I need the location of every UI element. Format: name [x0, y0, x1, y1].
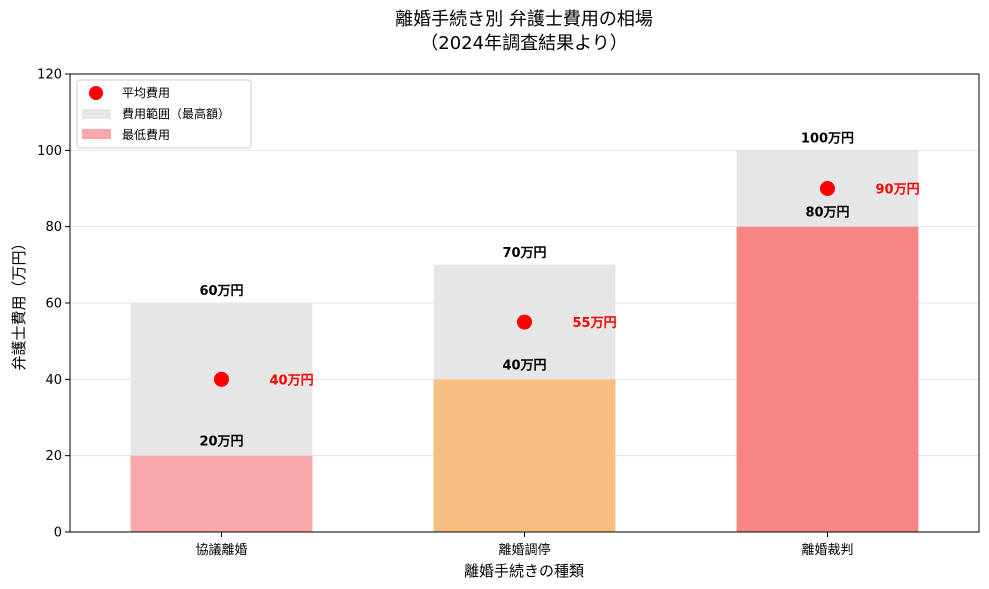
legend-marker-minimum	[82, 129, 111, 139]
legend-marker-range	[82, 109, 111, 119]
y-tick-label: 20	[45, 449, 62, 464]
max-value-label: 100万円	[801, 131, 854, 146]
x-tick-label: 協議離婚	[195, 543, 247, 558]
y-axis-label: 弁護士費用（万円）	[10, 235, 28, 370]
minimum-bar	[433, 379, 616, 532]
legend-marker-average	[89, 86, 103, 100]
y-tick-label: 0	[54, 526, 62, 541]
x-axis: 協議離婚 離婚調停 離婚裁判	[195, 532, 854, 558]
min-value-label: 20万円	[199, 435, 243, 450]
y-tick-label: 100	[37, 144, 62, 159]
legend-label-range: 費用範囲（最高額）	[122, 106, 230, 121]
average-point	[820, 181, 835, 196]
y-tick-label: 120	[37, 68, 62, 83]
x-tick-label: 離婚裁判	[801, 542, 853, 558]
minimum-bar	[130, 455, 313, 532]
legend-label-minimum: 最低費用	[122, 127, 170, 142]
data-labels: 60万円 20万円 40万円 70万円 40万円 55万円 100万円 80万円 90万円	[199, 131, 919, 449]
average-value-label: 40万円	[270, 373, 314, 388]
average-value-label: 90万円	[876, 183, 920, 198]
average-points	[214, 181, 835, 387]
y-tick-label: 80	[45, 220, 62, 235]
chart-title-line-1: 離婚手続き別 弁護士費用の相場	[395, 9, 653, 30]
chart-title-line-2: （2024年調査結果より）	[420, 33, 627, 54]
y-axis: 0 20 40 60 80 100 120	[37, 68, 70, 541]
y-tick-label: 60	[45, 297, 62, 312]
minimum-bar	[736, 226, 919, 532]
average-point	[517, 314, 532, 330]
min-value-label: 80万円	[805, 206, 849, 221]
max-value-label: 70万円	[502, 246, 546, 261]
legend-label-average: 平均費用	[122, 85, 170, 100]
average-point	[214, 371, 229, 387]
x-axis-label: 離婚手続きの種類	[464, 562, 584, 580]
bars	[130, 150, 919, 533]
legend: 平均費用 費用範囲（最高額） 最低費用	[76, 79, 252, 149]
min-value-label: 40万円	[502, 358, 546, 373]
average-value-label: 55万円	[573, 316, 617, 331]
legend-box	[76, 79, 252, 149]
y-tick-label: 40	[45, 373, 62, 388]
x-tick-label: 離婚調停	[498, 542, 550, 558]
max-value-label: 60万円	[199, 284, 243, 299]
